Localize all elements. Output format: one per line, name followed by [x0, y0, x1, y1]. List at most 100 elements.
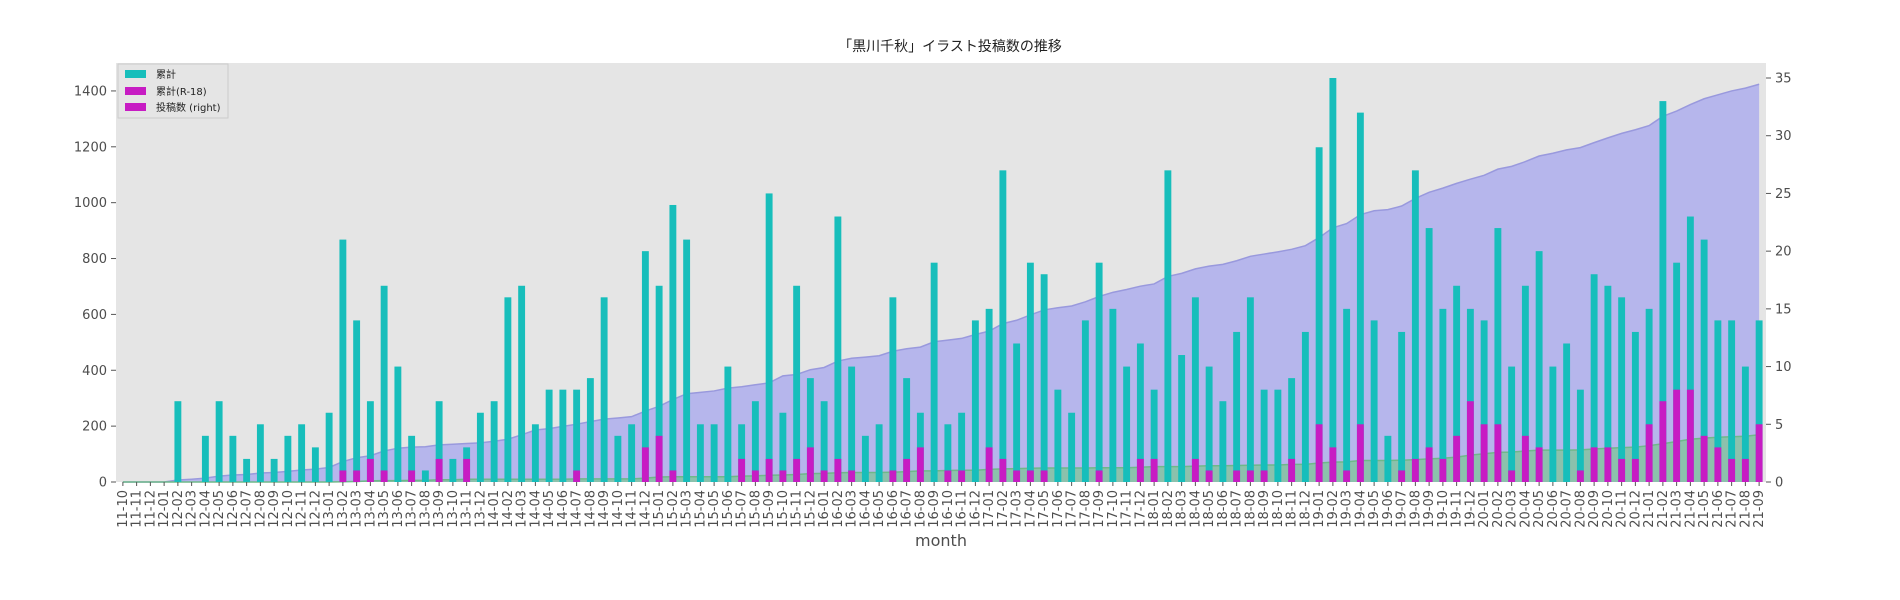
- posts-bar: [1439, 308, 1447, 482]
- x-tick-label: 13-12: [473, 490, 488, 528]
- x-tick-label: 15-04: [693, 490, 708, 528]
- x-tick-label: 21-08: [1738, 490, 1753, 528]
- x-tick-label: 16-12: [968, 490, 983, 528]
- x-tick-label: 15-09: [762, 490, 777, 528]
- posts-r18-bar: [1136, 458, 1144, 482]
- posts-bar: [1549, 366, 1557, 482]
- x-tick-label: 13-11: [460, 490, 475, 528]
- x-tick-label: 14-05: [542, 490, 557, 528]
- left-tick-label: 1400: [74, 84, 107, 99]
- x-tick-label: 11-12: [143, 490, 158, 528]
- x-tick-label: 17-06: [1051, 490, 1066, 528]
- posts-bar: [1081, 320, 1089, 482]
- left-tick-label: 1200: [74, 140, 107, 155]
- posts-r18-bar: [380, 470, 388, 482]
- posts-r18-bar: [1576, 470, 1584, 482]
- posts-bar: [628, 424, 636, 482]
- posts-bar: [531, 424, 539, 482]
- x-tick-label: 15-07: [735, 490, 750, 528]
- posts-r18-bar: [1013, 470, 1021, 482]
- posts-bar: [738, 424, 746, 482]
- posts-bar: [1123, 366, 1131, 482]
- posts-r18-bar: [1673, 389, 1681, 482]
- x-tick-label: 12-09: [267, 490, 282, 528]
- posts-bar: [1219, 401, 1227, 482]
- x-tick-label: 18-08: [1243, 490, 1258, 528]
- posts-bar: [696, 424, 704, 482]
- posts-bar: [559, 389, 567, 482]
- posts-r18-bar: [1260, 470, 1268, 482]
- posts-bar: [284, 435, 292, 482]
- x-tick-label: 17-04: [1023, 490, 1038, 528]
- x-tick-label: 20-05: [1532, 490, 1547, 528]
- posts-bar: [999, 170, 1007, 482]
- x-tick-label: 16-03: [845, 490, 860, 528]
- posts-bar: [861, 435, 869, 482]
- posts-bar: [1631, 331, 1639, 482]
- left-tick-label: 600: [82, 308, 107, 323]
- x-tick-label: 18-03: [1175, 490, 1190, 528]
- x-tick-label: 15-08: [748, 490, 763, 528]
- posts-bar: [1288, 378, 1296, 482]
- posts-r18-bar: [999, 458, 1007, 482]
- legend: 累計 累計(R-18) 投稿数 (right): [117, 63, 229, 119]
- x-tick-label: 18-04: [1188, 490, 1203, 528]
- posts-bar: [545, 389, 553, 482]
- posts-r18-bar: [1425, 447, 1433, 482]
- posts-bar: [270, 458, 278, 482]
- x-tick-label: 14-11: [625, 490, 640, 528]
- right-y-axis: 0 5 10 15 20 25 30 35: [1766, 72, 1792, 491]
- x-tick-label: 14-08: [583, 490, 598, 528]
- x-tick-label: 19-01: [1312, 490, 1327, 528]
- posts-r18-bar: [1728, 458, 1736, 482]
- right-tick-label: 20: [1775, 245, 1792, 260]
- posts-bar: [1411, 170, 1419, 482]
- x-tick-label: 12-01: [157, 490, 172, 528]
- right-tick-label: 30: [1775, 129, 1792, 144]
- posts-bar: [1398, 331, 1406, 482]
- x-tick-label: 11-10: [116, 490, 131, 528]
- x-tick-label: 15-02: [666, 490, 681, 528]
- posts-bar: [1618, 297, 1626, 482]
- posts-r18-bar: [463, 458, 471, 482]
- posts-bar: [765, 193, 773, 482]
- posts-bar: [614, 435, 622, 482]
- left-tick-label: 200: [82, 420, 107, 435]
- posts-r18-bar: [435, 458, 443, 482]
- right-tick-label: 25: [1775, 187, 1792, 202]
- x-tick-label: 17-08: [1078, 490, 1093, 528]
- x-tick-label: 12-02: [171, 490, 186, 528]
- posts-r18-bar: [1411, 458, 1419, 482]
- posts-r18-bar: [1631, 458, 1639, 482]
- posts-r18-bar: [1659, 401, 1667, 482]
- x-tick-label: 17-09: [1092, 490, 1107, 528]
- x-tick-label: 14-01: [487, 490, 502, 528]
- x-tick-label: 17-10: [1106, 490, 1121, 528]
- posts-bar: [1356, 112, 1364, 482]
- posts-bar: [1494, 228, 1502, 482]
- right-tick-label: 5: [1775, 418, 1783, 433]
- posts-r18-bar: [366, 458, 374, 482]
- x-tick-label: 13-09: [432, 490, 447, 528]
- posts-bar: [1329, 78, 1337, 482]
- posts-r18-bar: [738, 458, 746, 482]
- x-tick-label: 20-02: [1491, 490, 1506, 528]
- posts-bar: [1535, 251, 1543, 482]
- posts-bar: [1013, 343, 1021, 482]
- x-tick-label: 21-09: [1752, 490, 1767, 528]
- left-tick-label: 0: [99, 476, 107, 491]
- posts-r18-bar: [1741, 458, 1749, 482]
- posts-r18-bar: [1618, 458, 1626, 482]
- x-tick-label: 13-02: [336, 490, 351, 528]
- x-tick-label: 19-03: [1340, 490, 1355, 528]
- posts-bar: [793, 285, 801, 482]
- x-tick-label: 21-02: [1656, 490, 1671, 528]
- x-tick-label: 14-03: [515, 490, 530, 528]
- chart-title: 「黒川千秋」イラスト投稿数の推移: [838, 39, 1062, 55]
- posts-bar: [944, 424, 952, 482]
- posts-bar: [1315, 147, 1323, 482]
- posts-bar: [985, 308, 993, 482]
- x-tick-label: 18-07: [1230, 490, 1245, 528]
- x-tick-label: 18-02: [1161, 490, 1176, 528]
- x-tick-label: 20-11: [1615, 490, 1630, 528]
